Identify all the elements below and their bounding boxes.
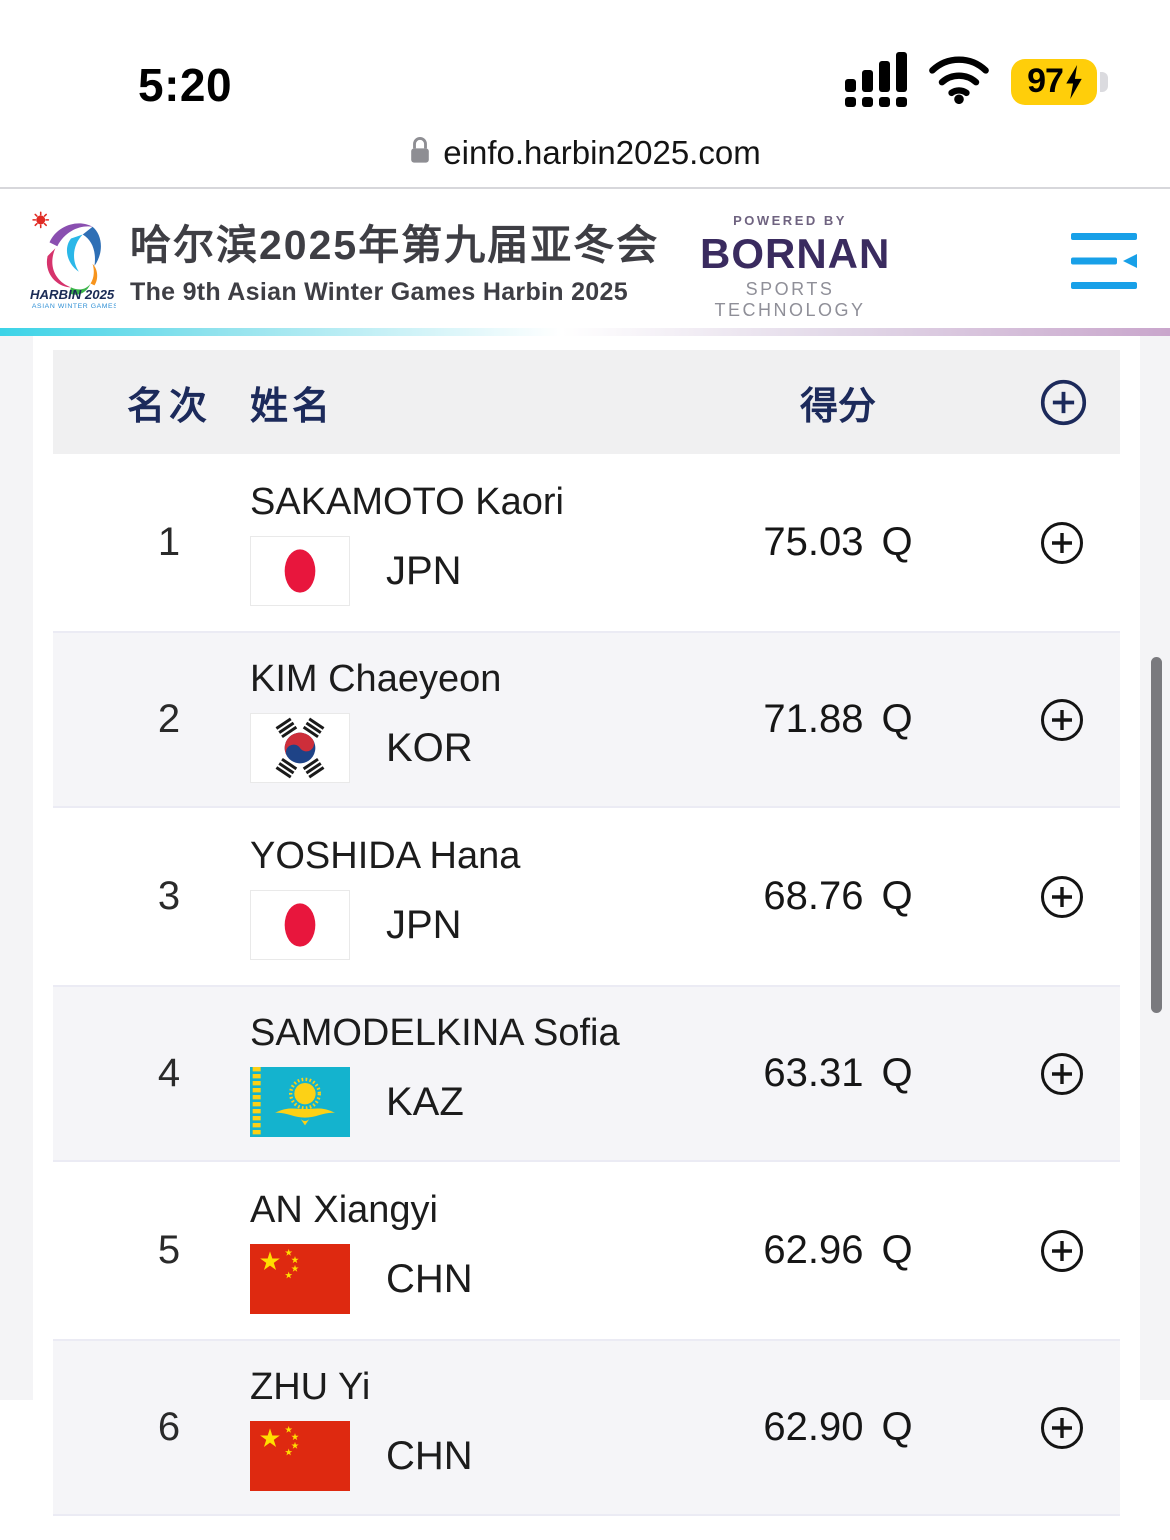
athlete-cell: ZHU Yi CHN [250, 1364, 723, 1492]
harbin2025-logo: HARBIN 2025 ASIAN WINTER GAMES 哈尔滨2025年第… [28, 209, 659, 309]
lightning-bolt-icon [1066, 64, 1082, 99]
country-code: JPN [386, 548, 462, 593]
column-header-score: 得分 [799, 385, 876, 428]
rank-cell: 3 [53, 874, 250, 919]
athlete-cell: SAMODELKINA Sofia KAZ [250, 1010, 723, 1138]
expand-row-button[interactable] [1039, 1405, 1085, 1451]
qualified-flag: Q [881, 874, 913, 918]
harbin2025-emblem-icon: HARBIN 2025 ASIAN WINTER GAMES [30, 210, 116, 309]
table-row[interactable]: 6 ZHU Yi CHN 62.90 Q [53, 1339, 1120, 1516]
qualified-flag: Q [881, 1228, 913, 1272]
expand-row-button[interactable] [1039, 1228, 1085, 1274]
status-bar: 5:20 97 [0, 0, 1170, 118]
table-row[interactable]: 1 SAKAMOTO Kaori JPN 75.03 Q [53, 454, 1120, 631]
page-url: einfo.harbin2025.com [443, 133, 761, 171]
country-flag-icon [250, 1067, 350, 1138]
score-value: 63.31 [763, 1051, 864, 1095]
expand-row-button[interactable] [1039, 1051, 1085, 1097]
results-card: 名次 姓名 得分 1 SAKAMOTO Kaori JPN [33, 336, 1140, 1516]
column-header-rank: 名次 [126, 385, 211, 428]
site-header: HARBIN 2025 ASIAN WINTER GAMES 哈尔滨2025年第… [0, 189, 1170, 328]
page-scrollbar-thumb[interactable] [1151, 657, 1162, 1013]
athlete-cell: YOSHIDA Hana JPN [250, 833, 723, 961]
table-body: 1 SAKAMOTO Kaori JPN 75.03 Q 2 [53, 454, 1120, 1516]
table-row[interactable]: 2 KIM Chaeyeon KOR 71.88 Q [53, 631, 1120, 808]
rank-cell: 6 [53, 1405, 250, 1450]
battery-charging-icon: 97 [1011, 58, 1108, 105]
country-code: KOR [386, 725, 473, 770]
country-code: CHN [386, 1256, 473, 1301]
rank-value: 1 [157, 520, 181, 564]
country-code: CHN [386, 1433, 473, 1478]
bornan-tagline: SPORTS TECHNOLOGY [714, 279, 866, 320]
country-flag-icon [250, 713, 350, 784]
country-flag-icon [250, 1421, 350, 1492]
athlete-name: AN Xiangyi [250, 1188, 438, 1231]
results-section: 名次 姓名 得分 1 SAKAMOTO Kaori JPN [0, 336, 1170, 1516]
score-value: 68.76 [763, 874, 864, 918]
country-code: JPN [386, 902, 462, 947]
qualified-flag: Q [881, 1405, 913, 1449]
table-row[interactable]: 4 SAMODELKINA Sofia KAZ 63.31 Q [53, 985, 1120, 1162]
score-value: 71.88 [763, 697, 864, 741]
qualified-flag: Q [881, 697, 913, 741]
cellular-signal-icon [845, 51, 907, 112]
athlete-name: ZHU Yi [250, 1365, 371, 1408]
rank-cell: 4 [53, 1051, 250, 1096]
rank-cell: 2 [53, 697, 250, 742]
qualified-flag: Q [881, 1051, 913, 1095]
table-row[interactable]: 5 AN Xiangyi CHN 62.96 Q [53, 1162, 1120, 1339]
score-value: 75.03 [763, 520, 864, 564]
score-cell: 71.88 Q [723, 697, 953, 742]
header-expand-all-button[interactable] [1039, 378, 1088, 427]
lock-icon [409, 135, 431, 170]
games-title-zh: 哈尔滨2025年第九届亚冬会 [130, 221, 660, 268]
status-icons: 97 [845, 51, 1108, 112]
country-flag-icon [250, 890, 350, 961]
country-code: KAZ [386, 1079, 464, 1124]
table-row[interactable]: 3 YOSHIDA Hana JPN 68.76 Q [53, 808, 1120, 985]
country-flag-icon [250, 536, 350, 607]
score-value: 62.96 [763, 1228, 864, 1272]
athlete-cell: AN Xiangyi CHN [250, 1187, 723, 1315]
rank-cell: 5 [53, 1228, 250, 1273]
expand-row-button[interactable] [1039, 874, 1085, 920]
rank-cell: 1 [53, 520, 250, 565]
column-header-name: 姓名 [250, 385, 335, 428]
menu-icon[interactable] [1071, 233, 1137, 289]
score-cell: 75.03 Q [723, 520, 953, 565]
score-value: 62.90 [763, 1405, 864, 1449]
powered-by-label: POWERED BY [733, 213, 847, 228]
qualified-flag: Q [881, 520, 913, 564]
browser-address-bar[interactable]: einfo.harbin2025.com [0, 118, 1170, 189]
score-cell: 68.76 Q [723, 874, 953, 919]
rank-value: 5 [157, 1228, 181, 1272]
expand-row-button[interactable] [1039, 520, 1085, 566]
emblem-tagline: ASIAN WINTER GAMES [32, 302, 116, 308]
table-header-row: 名次 姓名 得分 [53, 350, 1120, 454]
emblem-wordmark: HARBIN 2025 [30, 287, 115, 302]
score-cell: 62.90 Q [723, 1405, 953, 1450]
athlete-cell: KIM Chaeyeon KOR [250, 656, 723, 784]
rank-value: 4 [157, 1051, 181, 1095]
battery-percent: 97 [1027, 62, 1064, 100]
clock-time: 5:20 [138, 59, 233, 111]
score-cell: 63.31 Q [723, 1051, 953, 1096]
sponsor-logo: POWERED BY BORNAN SPORTS TECHNOLOGY [700, 213, 891, 321]
rank-value: 2 [157, 697, 181, 741]
rank-value: 6 [157, 1405, 181, 1449]
expand-row-button[interactable] [1039, 697, 1085, 743]
country-flag-icon [250, 1244, 350, 1315]
rank-value: 3 [157, 874, 181, 918]
athlete-name: SAKAMOTO Kaori [250, 480, 564, 523]
bornan-wordmark: BORNAN [700, 230, 891, 277]
score-cell: 62.96 Q [723, 1228, 953, 1273]
athlete-name: YOSHIDA Hana [250, 834, 521, 877]
header-gradient-divider [0, 328, 1170, 336]
wifi-icon [927, 54, 991, 109]
athlete-name: KIM Chaeyeon [250, 657, 502, 700]
athlete-cell: SAKAMOTO Kaori JPN [250, 479, 723, 607]
games-title-en: The 9th Asian Winter Games Harbin 2025 [130, 277, 628, 306]
athlete-name: SAMODELKINA Sofia [250, 1011, 620, 1054]
